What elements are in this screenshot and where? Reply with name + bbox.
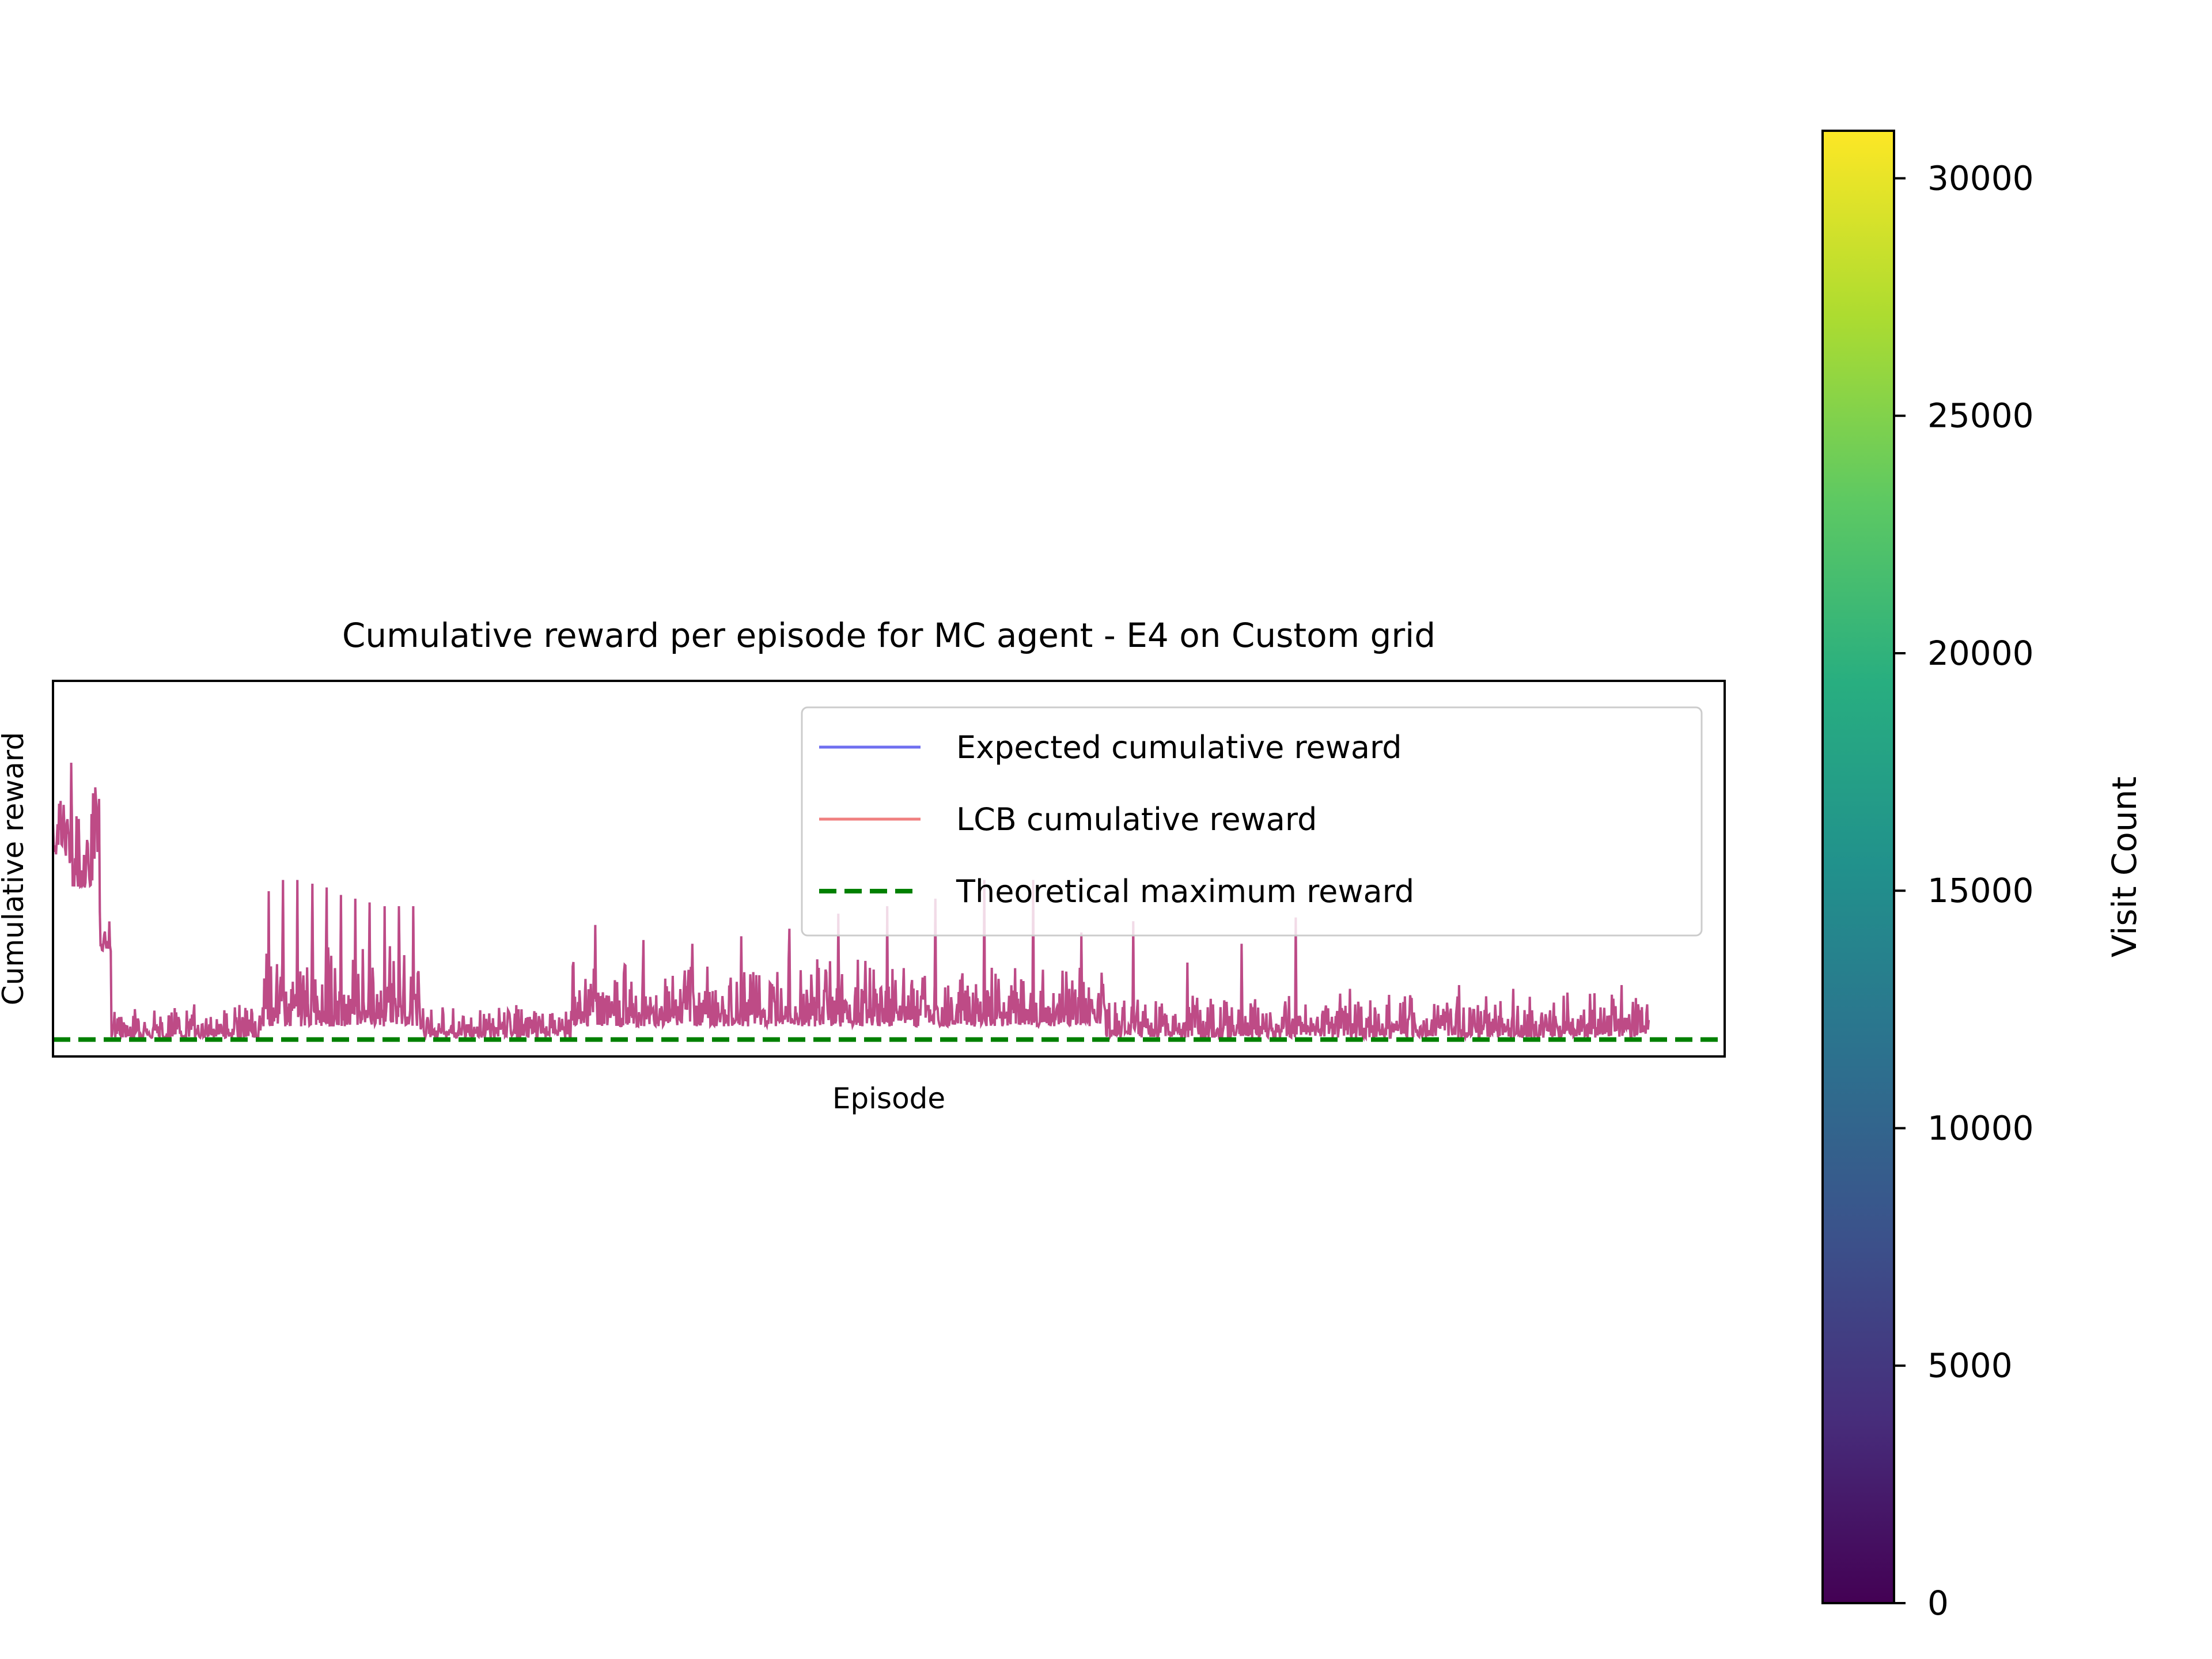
x-axis-label: Episode	[832, 1082, 945, 1115]
legend-box	[801, 706, 1703, 937]
legend-label-expected: Expected cumulative reward	[956, 729, 1402, 766]
colorbar-tick-label: 20000	[1927, 634, 2034, 673]
series-lcb-line	[53, 763, 1650, 1042]
colorbar-label: Visit Count	[2105, 777, 2144, 957]
axes-frame	[52, 680, 1726, 1058]
colorbar-gradient	[1821, 130, 1895, 1604]
colorbar-tick-label: 0	[1927, 1584, 1949, 1623]
colorbar-tick-label: 25000	[1927, 396, 2034, 435]
legend: Expected cumulative reward LCB cumulativ…	[801, 706, 1703, 937]
chart-title: Cumulative reward per episode for MC age…	[342, 616, 1435, 655]
colorbar: 0 5000 10000 15000 20000 25000 30000 Visit Cou…	[1821, 130, 2144, 1623]
colorbar-tick-label: 30000	[1927, 158, 2034, 198]
plot-area	[53, 763, 1725, 1042]
colorbar-tick-label: 5000	[1927, 1346, 2013, 1385]
colorbar-tick-label: 15000	[1927, 871, 2034, 910]
colorbar-ticks: 0 5000 10000 15000 20000 25000 30000	[1894, 158, 2034, 1623]
colorbar-tick-label: 10000	[1927, 1108, 2034, 1147]
legend-label-theoretical: Theoretical maximum reward	[956, 873, 1414, 910]
y-axis-label: Cumulative reward	[0, 732, 30, 1005]
legend-label-lcb: LCB cumulative reward	[956, 801, 1317, 838]
